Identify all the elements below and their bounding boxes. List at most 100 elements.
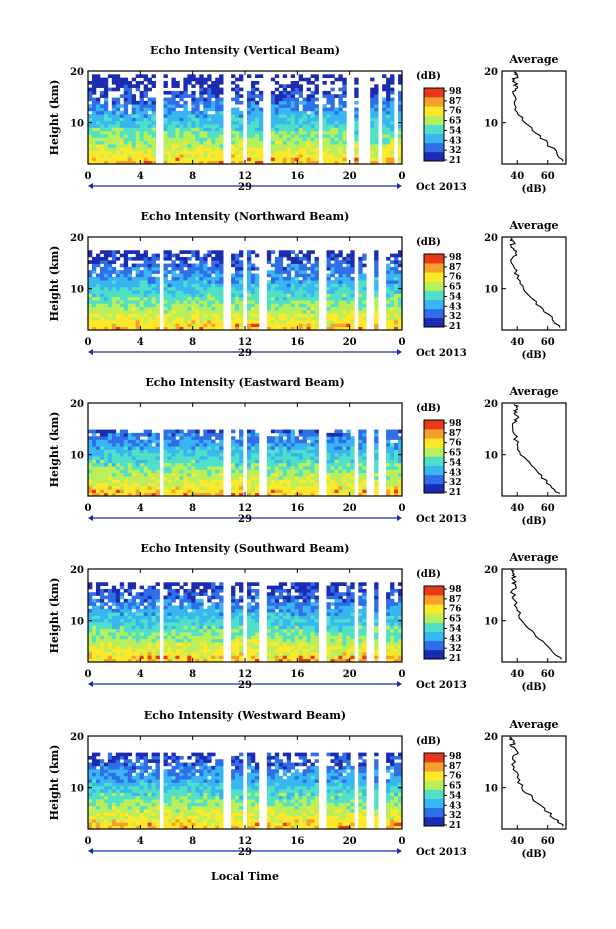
heatmap-cell <box>143 615 148 620</box>
heatmap-cell <box>111 134 117 138</box>
heatmap-cell <box>123 482 129 487</box>
heatmap-cell <box>107 110 113 115</box>
heatmap-cell <box>199 280 204 284</box>
heatmap-cell <box>350 479 355 484</box>
heatmap-cell <box>179 127 184 132</box>
heatmap-cell <box>167 612 172 616</box>
heatmap-cell <box>147 273 152 278</box>
heatmap-cell <box>135 137 141 142</box>
heatmap-cell <box>195 114 200 118</box>
heatmap-cell <box>246 432 252 437</box>
heatmap-cell <box>286 280 292 284</box>
heatmap-cell <box>95 472 101 477</box>
heatmap-cell <box>374 492 379 497</box>
heatmap-cell <box>215 114 220 118</box>
heatmap-cell <box>155 303 160 308</box>
profile-y-tick-label: 20 <box>484 399 498 410</box>
heatmap-cell <box>250 90 256 95</box>
heatmap-cell <box>211 290 216 294</box>
heatmap-cell <box>342 469 347 474</box>
heatmap-cell <box>207 90 212 95</box>
heatmap-cell <box>235 472 240 477</box>
heatmap-cell <box>362 293 367 298</box>
heatmap-cell <box>111 120 117 125</box>
heatmap-cell <box>103 137 109 142</box>
heatmap-cell <box>239 323 244 328</box>
heatmap-cell <box>167 442 172 447</box>
heatmap-cell <box>250 310 256 314</box>
heatmap-cell <box>171 648 176 653</box>
heatmap-cell <box>386 80 391 85</box>
heatmap-cell <box>211 157 216 162</box>
heatmap-cell <box>171 104 176 108</box>
heatmap-cell <box>306 127 311 132</box>
heatmap-cell <box>298 303 303 308</box>
heatmap-cell <box>398 107 403 112</box>
heatmap-cell <box>350 320 355 324</box>
heatmap-cell <box>274 466 280 470</box>
heatmap-cell <box>342 270 347 274</box>
heatmap-cell <box>139 452 144 457</box>
heatmap-cell <box>290 456 296 460</box>
heatmap-cell <box>302 283 307 288</box>
heatmap-cell <box>254 320 260 324</box>
heatmap-cell <box>115 608 121 613</box>
heatmap-cell <box>167 150 172 155</box>
heatmap-cell <box>282 147 288 152</box>
heatmap-cell <box>163 127 168 132</box>
heatmap-cell <box>171 266 176 271</box>
heatmap-cell <box>278 300 284 304</box>
heatmap-cell <box>195 486 200 490</box>
heatmap-cell <box>390 154 395 158</box>
heatmap-cell <box>302 446 307 450</box>
heatmap-cell <box>107 323 113 328</box>
heatmap-cell <box>270 147 276 152</box>
heatmap-cell <box>274 313 280 318</box>
heatmap-cell <box>358 286 363 291</box>
heatmap-cell <box>199 323 204 328</box>
heatmap-cell <box>394 482 399 487</box>
heatmap-cell <box>155 452 160 457</box>
heatmap-cell <box>235 283 240 288</box>
heatmap-cell <box>143 144 148 148</box>
heatmap-cell <box>111 130 117 135</box>
heatmap-cell <box>131 622 137 626</box>
heatmap-cell <box>127 446 133 450</box>
heatmap-cell <box>231 442 236 447</box>
heatmap-cell <box>274 160 280 165</box>
heatmap-cell <box>203 100 208 105</box>
heatmap-cell <box>282 486 288 490</box>
heatmap-cell <box>135 625 141 630</box>
heatmap-cell <box>239 100 244 105</box>
heatmap-cell <box>107 157 113 162</box>
heatmap-cell <box>294 320 299 324</box>
heatmap-cell <box>183 100 188 105</box>
heatmap-cell <box>278 94 284 98</box>
heatmap-cell <box>254 154 260 158</box>
heatmap-cell <box>199 266 204 271</box>
heatmap-cell <box>394 316 399 321</box>
heatmap-cell <box>115 276 121 281</box>
heatmap-cell <box>123 608 129 613</box>
heatmap-cell <box>270 486 276 490</box>
heatmap-cell <box>127 585 133 590</box>
heatmap-cell <box>338 147 343 152</box>
heatmap-cell <box>211 469 216 474</box>
heatmap-cell <box>282 446 288 450</box>
heatmap-cell <box>314 320 319 324</box>
heatmap-cell <box>95 638 101 643</box>
heatmap-cell <box>310 100 315 105</box>
heatmap-cell <box>187 310 192 314</box>
heatmap-cell <box>310 429 315 434</box>
heatmap-cell <box>298 290 303 294</box>
heatmap-cell <box>246 74 252 78</box>
heatmap-cell <box>306 100 311 105</box>
heatmap-cell <box>131 100 137 105</box>
heatmap-cell <box>99 645 105 650</box>
heatmap-cell <box>239 114 244 118</box>
heatmap-cell <box>219 280 224 284</box>
heatmap-cell <box>334 270 339 274</box>
profile-x-tick-label: 60 <box>541 171 555 182</box>
heatmap-cell <box>215 150 220 155</box>
heatmap-cell <box>187 642 192 646</box>
